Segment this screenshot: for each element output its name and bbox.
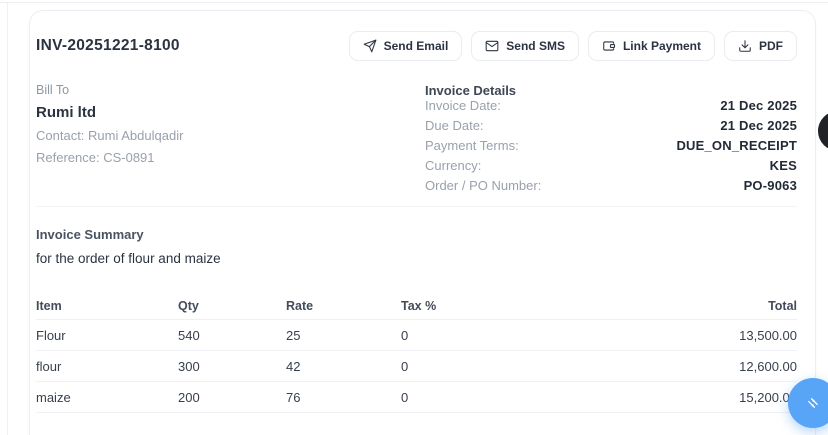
send-email-button[interactable]: Send Email <box>348 31 463 61</box>
tax-cell: 0 <box>401 327 409 343</box>
line-items-table: Item Qty Rate Tax % Total Flour 540 25 0… <box>36 292 797 413</box>
invoice-card: INV-20251221-8100 Send Email Send SMS Li… <box>29 10 816 435</box>
pdf-label: PDF <box>759 39 783 53</box>
invoice-header: INV-20251221-8100 Send Email Send SMS Li… <box>36 31 797 61</box>
invoice-date-value: 21 Dec 2025 <box>720 98 797 113</box>
customize-fab-button[interactable] <box>788 378 828 428</box>
payment-terms-label: Payment Terms: <box>425 138 519 153</box>
total-cell: 15,200.00 <box>739 389 797 405</box>
detail-row-po-number: Order / PO Number: PO-9063 <box>425 178 797 198</box>
tax-column-header: Tax % <box>401 298 437 313</box>
rate-cell: 42 <box>286 358 301 374</box>
invoice-details-title: Invoice Details <box>425 83 517 98</box>
table-row: flour 300 42 0 12,600.00 <box>36 351 797 382</box>
tax-cell: 0 <box>401 389 409 405</box>
side-widget-button[interactable] <box>818 111 828 151</box>
customer-name: Rumi ltd <box>36 104 96 121</box>
link-payment-button[interactable]: Link Payment <box>587 31 715 61</box>
total-column-header: Total <box>768 298 797 313</box>
item-cell: maize <box>36 389 71 405</box>
pdf-button[interactable]: PDF <box>724 31 797 61</box>
total-cell: 13,500.00 <box>739 327 797 343</box>
invoice-details-block: Invoice Details Invoice Date: 21 Dec 202… <box>425 83 797 198</box>
invoice-summary-block: Invoice Summary for the order of flour a… <box>36 227 797 266</box>
table-row: maize 200 76 0 15,200.00 <box>36 382 797 413</box>
customer-contact: Contact: Rumi Abdulqadir <box>36 128 184 143</box>
invoice-summary-title: Invoice Summary <box>36 227 144 242</box>
detail-row-currency: Currency: KES <box>425 158 797 178</box>
table-header-row: Item Qty Rate Tax % Total <box>36 292 797 320</box>
due-date-label: Due Date: <box>425 118 484 133</box>
item-column-header: Item <box>36 298 62 313</box>
send-icon <box>363 39 376 53</box>
detail-row-due-date: Due Date: 21 Dec 2025 <box>425 118 797 138</box>
detail-row-payment-terms: Payment Terms: DUE_ON_RECEIPT <box>425 138 797 158</box>
po-number-value: PO-9063 <box>743 178 797 193</box>
left-divider <box>7 3 8 435</box>
qty-cell: 540 <box>178 327 200 343</box>
top-divider <box>0 2 828 3</box>
detail-row-invoice-date: Invoice Date: 21 Dec 2025 <box>425 98 797 118</box>
item-cell: Flour <box>36 327 66 343</box>
send-sms-button[interactable]: Send SMS <box>471 31 579 61</box>
wallet-icon <box>603 41 616 51</box>
payment-terms-value: DUE_ON_RECEIPT <box>676 138 797 153</box>
item-cell: flour <box>36 358 62 374</box>
due-date-value: 21 Dec 2025 <box>720 118 797 133</box>
invoice-meta-section: Bill To Rumi ltd Contact: Rumi Abdulqadi… <box>36 83 797 198</box>
total-cell: 12,600.00 <box>739 358 797 374</box>
qty-cell: 300 <box>178 358 200 374</box>
invoice-summary-text: for the order of flour and maize <box>36 251 221 266</box>
send-sms-label: Send SMS <box>506 39 565 53</box>
invoice-date-label: Invoice Date: <box>425 98 501 113</box>
currency-label: Currency: <box>425 158 482 173</box>
bill-to-label: Bill To <box>36 83 70 97</box>
download-icon <box>739 40 751 52</box>
qty-cell: 200 <box>178 389 200 405</box>
table-row: Flour 540 25 0 13,500.00 <box>36 320 797 351</box>
rate-cell: 76 <box>286 389 301 405</box>
customer-reference: Reference: CS-0891 <box>36 150 155 165</box>
send-email-label: Send Email <box>383 39 449 53</box>
currency-value: KES <box>769 158 797 173</box>
rate-cell: 25 <box>286 327 301 343</box>
invoice-actions-toolbar: Send Email Send SMS Link Payment PDF <box>348 31 797 61</box>
customize-icon <box>808 398 818 408</box>
qty-column-header: Qty <box>178 298 199 313</box>
bill-to-block: Bill To Rumi ltd Contact: Rumi Abdulqadi… <box>36 83 183 198</box>
rate-column-header: Rate <box>286 298 314 313</box>
po-number-label: Order / PO Number: <box>425 178 542 193</box>
section-divider <box>36 206 797 207</box>
envelope-icon <box>485 40 499 52</box>
link-payment-label: Link Payment <box>622 39 701 53</box>
tax-cell: 0 <box>401 358 409 374</box>
invoice-number: INV-20251221-8100 <box>36 37 180 54</box>
